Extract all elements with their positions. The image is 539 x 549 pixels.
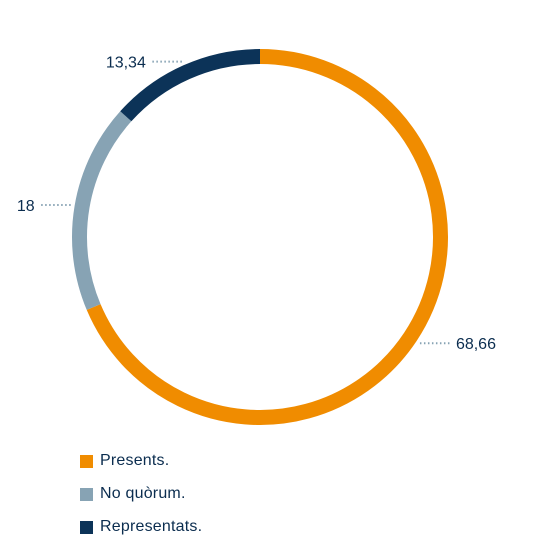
legend: Presents. No quòrum. Representats. (80, 450, 202, 549)
legend-label-no-quorum: No quòrum. (100, 485, 186, 502)
donut-slice-no-quorum (72, 111, 132, 310)
donut-slice-presents (86, 49, 448, 425)
legend-item-presents: Presents. (80, 450, 202, 472)
legend-swatch-no-quorum (80, 487, 93, 501)
legend-item-representats: Representats. (80, 516, 202, 538)
legend-item-no-quorum: No quòrum. (80, 483, 202, 505)
donut-slice-representats (120, 49, 261, 122)
value-label-representats: 13,34 (106, 55, 146, 72)
donut-chart: 68,66 18 13,34 (17, 49, 496, 425)
value-label-presents: 68,66 (456, 336, 496, 353)
value-label-no-quorum: 18 (17, 198, 35, 215)
legend-swatch-presents (80, 454, 93, 468)
legend-label-representats: Representats. (100, 518, 203, 535)
legend-label-presents: Presents. (100, 452, 170, 469)
legend-swatch-representats (80, 520, 93, 534)
